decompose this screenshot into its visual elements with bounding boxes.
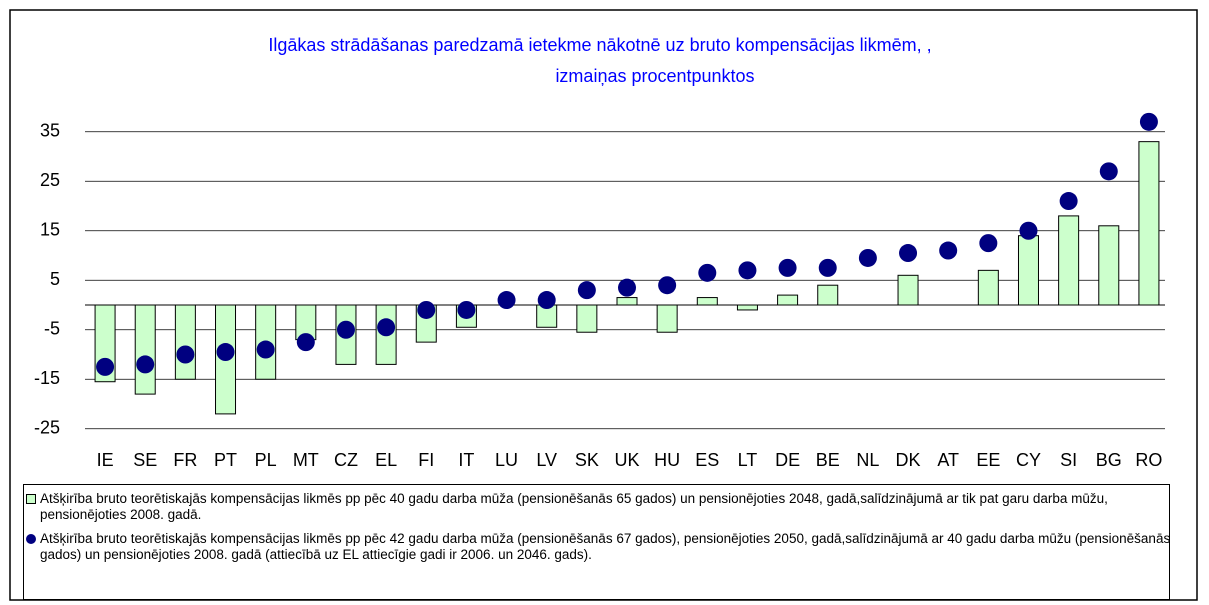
bar — [616, 297, 638, 306]
x-tick-label: EL — [375, 450, 397, 470]
y-tick-label: 35 — [40, 121, 60, 141]
x-tick-label: MT — [293, 450, 319, 470]
x-tick-label: BE — [816, 450, 840, 470]
bar — [897, 274, 919, 306]
dot — [417, 300, 436, 319]
dot — [577, 281, 596, 300]
x-tick-label: SK — [575, 450, 599, 470]
legend-entry: Atšķirība bruto teorētiskajās kompensāci… — [26, 491, 1160, 523]
dot — [818, 258, 837, 277]
dot — [176, 345, 195, 364]
dot — [336, 320, 355, 339]
dot — [738, 261, 757, 280]
dot — [939, 241, 958, 260]
dot — [658, 276, 677, 295]
y-tick-label: -25 — [34, 418, 60, 438]
chart-title: Ilgākas strādāšanas paredzamā ietekme nā… — [268, 35, 931, 55]
chart-title: izmaiņas procentpunktos — [555, 66, 754, 86]
dot — [136, 355, 155, 374]
bar — [736, 304, 758, 311]
bar — [777, 294, 799, 306]
bar — [656, 304, 678, 333]
x-tick-label: LT — [738, 450, 758, 470]
x-tick-label: AT — [937, 450, 959, 470]
bar — [174, 304, 196, 380]
legend: Atšķirība bruto teorētiskajās kompensāci… — [23, 484, 1170, 600]
legend-label: Atšķirība bruto teorētiskajās kompensāci… — [40, 491, 1108, 522]
dot — [1019, 221, 1038, 240]
x-tick-label: PT — [214, 450, 237, 470]
dot — [457, 300, 476, 319]
dot — [96, 357, 115, 376]
bar — [1058, 215, 1080, 306]
x-tick-label: PL — [255, 450, 277, 470]
dot — [979, 234, 998, 253]
dot — [698, 263, 717, 282]
x-tick-label: FR — [173, 450, 197, 470]
legend-entry: Atšķirība bruto teorētiskajās kompensāci… — [26, 531, 1170, 563]
x-tick-label: FI — [418, 450, 434, 470]
x-tick-label: BG — [1096, 450, 1122, 470]
x-tick-label: DE — [775, 450, 800, 470]
x-tick-label: LU — [495, 450, 518, 470]
x-tick-label: IE — [97, 450, 114, 470]
y-tick-label: 5 — [50, 269, 60, 289]
x-tick-label: HU — [654, 450, 680, 470]
x-tick-label: SI — [1060, 450, 1077, 470]
x-tick-label: RO — [1135, 450, 1162, 470]
y-tick-label: -5 — [44, 319, 60, 339]
x-tick-label: EE — [976, 450, 1000, 470]
dot — [296, 333, 315, 352]
x-tick-label: CY — [1016, 450, 1041, 470]
x-tick-label: LV — [536, 450, 557, 470]
dot — [1139, 112, 1158, 131]
y-tick-label: -15 — [34, 368, 60, 388]
dot — [778, 258, 797, 277]
dot — [1059, 192, 1078, 211]
dot — [537, 291, 556, 310]
legend-symbol — [26, 494, 36, 504]
x-tick-label: SE — [133, 450, 157, 470]
bar — [696, 297, 718, 306]
bar — [576, 304, 598, 333]
x-tick-label: DK — [896, 450, 921, 470]
x-tick-label: ES — [695, 450, 719, 470]
y-tick-label: 25 — [40, 170, 60, 190]
dot — [1099, 162, 1118, 181]
dot — [899, 244, 918, 263]
bar — [1017, 235, 1039, 306]
dot — [858, 248, 877, 267]
legend-symbol — [26, 534, 36, 544]
dot — [618, 278, 636, 297]
bar — [1098, 225, 1120, 306]
bar — [1138, 141, 1160, 306]
dot — [497, 291, 516, 310]
x-tick-label: UK — [614, 450, 639, 470]
legend-label: Atšķirība bruto teorētiskajās kompensāci… — [40, 531, 1170, 562]
x-tick-label: CZ — [334, 450, 358, 470]
x-tick-label: IT — [458, 450, 474, 470]
bar — [134, 304, 156, 395]
y-tick-label: 15 — [40, 220, 60, 240]
bar — [817, 284, 839, 306]
dot — [216, 343, 235, 362]
dot — [256, 340, 275, 359]
dot — [377, 318, 396, 337]
x-tick-label: NL — [856, 450, 879, 470]
bar — [977, 269, 999, 306]
